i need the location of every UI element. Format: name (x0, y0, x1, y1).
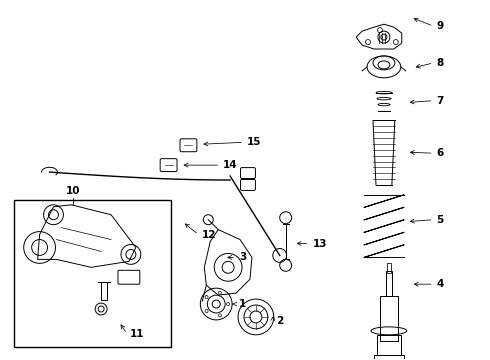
Text: 11: 11 (130, 329, 145, 339)
Circle shape (205, 310, 208, 312)
Bar (374, 355, 404, 360)
Text: 15: 15 (247, 137, 262, 147)
Bar (387, 264, 391, 273)
Bar (101, 282, 107, 300)
Text: 3: 3 (239, 252, 246, 262)
Text: 4: 4 (437, 279, 444, 289)
Text: 7: 7 (437, 96, 444, 105)
Text: 9: 9 (437, 21, 443, 31)
Text: 5: 5 (437, 215, 444, 225)
Bar (14, 200, 171, 347)
Text: 1: 1 (239, 299, 246, 309)
Text: 13: 13 (313, 239, 327, 248)
Bar (377, 335, 401, 355)
Circle shape (219, 314, 221, 317)
Text: 6: 6 (437, 148, 444, 158)
Text: 10: 10 (66, 186, 80, 196)
Circle shape (219, 291, 221, 294)
Text: 14: 14 (223, 160, 238, 170)
Bar (380, 296, 398, 341)
Circle shape (205, 296, 208, 298)
Text: 12: 12 (201, 230, 216, 239)
Text: 8: 8 (437, 58, 444, 68)
Text: 2: 2 (276, 316, 283, 326)
Bar (386, 271, 392, 296)
Circle shape (227, 302, 230, 306)
